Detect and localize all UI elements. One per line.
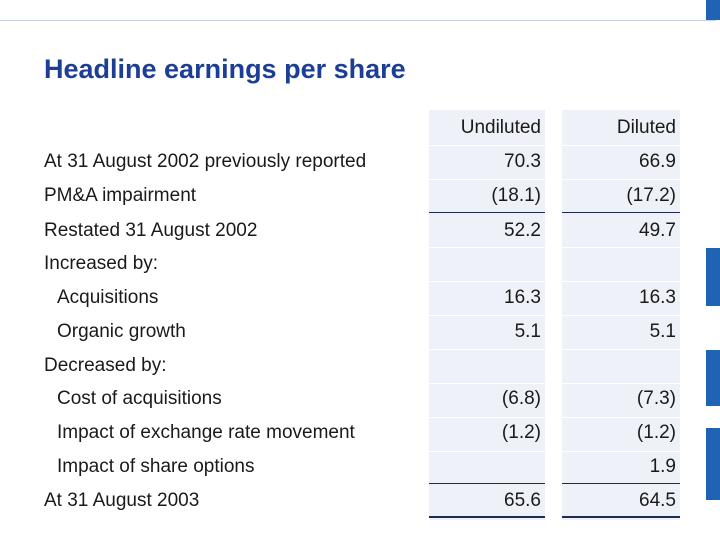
diluted-value: 64.5 [639, 490, 676, 511]
total-rule [429, 483, 545, 484]
row-separator [429, 247, 680, 248]
slide-title: Headline earnings per share [44, 54, 406, 84]
accent-bar [706, 350, 720, 406]
row-separator [429, 179, 680, 180]
undiluted-value: 65.6 [504, 490, 541, 511]
row-label: At 31 August 2003 [44, 490, 200, 511]
diluted-value: (1.2) [636, 422, 676, 443]
row-label: Cost of acquisitions [57, 388, 222, 409]
undiluted-value: (1.2) [501, 422, 541, 443]
undiluted-value: 16.3 [504, 287, 541, 308]
column-header-diluted: Diluted [616, 117, 676, 138]
total-double-rule [429, 516, 545, 518]
accent-bar [706, 428, 720, 500]
row-separator [429, 349, 680, 350]
row-label: Restated 31 August 2002 [44, 220, 258, 241]
diluted-value: (7.3) [636, 388, 676, 409]
diluted-value: 66.9 [639, 151, 676, 172]
row-separator [429, 145, 680, 146]
diluted-value: (17.2) [626, 185, 676, 206]
row-separator [429, 383, 680, 384]
row-label: Acquisitions [57, 287, 159, 308]
row-label: Organic growth [57, 321, 186, 342]
diluted-value: 5.1 [649, 321, 676, 342]
subtotal-rule [562, 212, 680, 213]
total-double-rule [562, 516, 680, 518]
undiluted-value: 70.3 [504, 151, 541, 172]
undiluted-value: (18.1) [491, 185, 541, 206]
row-separator [429, 281, 680, 282]
section-label: Increased by: [44, 253, 159, 274]
undiluted-value: 52.2 [504, 220, 541, 241]
subtotal-rule [429, 212, 545, 213]
accent-bar [706, 248, 720, 306]
diluted-value: 16.3 [639, 287, 676, 308]
undiluted-value: 5.1 [514, 321, 541, 342]
diluted-value: 1.9 [649, 456, 676, 477]
row-label: Impact of exchange rate movement [57, 422, 355, 443]
row-label: PM&A impairment [44, 185, 197, 206]
total-rule [562, 483, 680, 484]
column-header-undiluted: Undiluted [460, 117, 541, 138]
top-divider [0, 20, 716, 21]
row-label: At 31 August 2002 previously reported [44, 151, 367, 172]
row-separator [429, 451, 680, 452]
row-separator [429, 417, 680, 418]
diluted-value: 49.7 [639, 220, 676, 241]
undiluted-value: (6.8) [501, 388, 541, 409]
section-label: Decreased by: [44, 355, 167, 376]
accent-bar [706, 0, 720, 20]
row-label: Impact of share options [57, 456, 255, 477]
row-separator [429, 315, 680, 316]
